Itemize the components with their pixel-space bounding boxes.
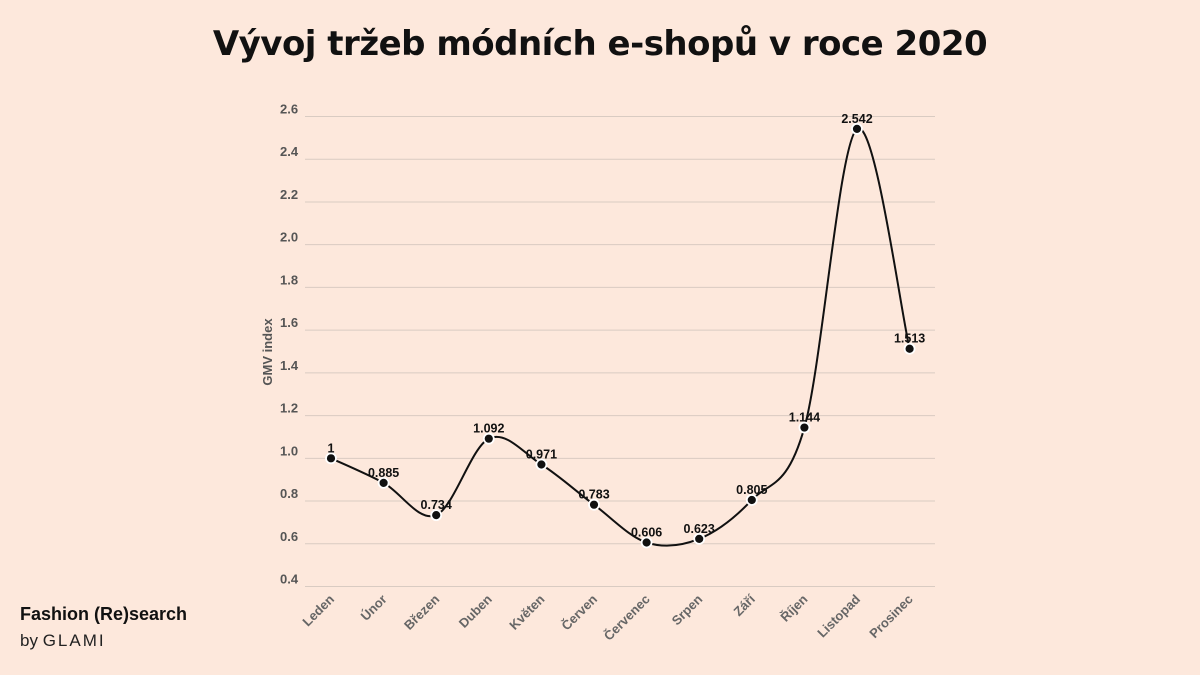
x-tick-label: Květen xyxy=(506,591,547,632)
brand-byline: by GLAMI xyxy=(20,631,187,651)
y-tick-label: 1.0 xyxy=(280,443,298,458)
chart-title: Vývoj tržeb módních e-shopů v roce 2020 xyxy=(212,24,988,64)
brand-by: by xyxy=(20,631,38,650)
data-label: 0.885 xyxy=(368,466,399,480)
x-tick-label: Srpen xyxy=(669,591,706,628)
y-tick-label: 1.2 xyxy=(280,401,298,416)
y-tick-label: 1.4 xyxy=(280,358,299,373)
y-tick-label: 2.0 xyxy=(280,230,298,245)
data-label: 2.542 xyxy=(841,112,872,126)
data-point xyxy=(377,476,390,489)
data-label: 0.734 xyxy=(421,498,452,512)
data-point xyxy=(851,122,863,135)
x-tick-label: Leden xyxy=(299,591,337,629)
brand-company: GLAMI xyxy=(42,631,106,650)
data-point xyxy=(903,342,916,355)
x-axis-ticks: Leden Únor Březen Duben Květen Červen Červenec… xyxy=(299,591,915,643)
y-axis-ticks: 0.4 0.6 0.8 1.0 1.2 1.4 1.6 1.8 2.0 2.2 2.4 2.6 xyxy=(280,102,299,587)
data-point xyxy=(745,494,758,506)
data-label: 1.092 xyxy=(473,422,504,436)
data-label: 0.971 xyxy=(526,448,557,462)
data-point xyxy=(588,498,600,511)
x-tick-label: Červenec xyxy=(601,592,653,644)
x-tick-label: Březen xyxy=(401,591,442,632)
data-point xyxy=(482,432,495,445)
data-labels: 1 0.885 0.734 1.092 0.971 0.783 0.606 0.623 0.80… xyxy=(328,112,926,540)
x-tick-label: Říjen xyxy=(777,591,810,624)
x-tick-label: Únor xyxy=(358,592,390,624)
data-point xyxy=(325,452,337,465)
y-tick-label: 1.6 xyxy=(280,315,298,330)
data-point xyxy=(693,532,706,545)
y-tick-label: 0.4 xyxy=(280,572,299,587)
brand-name: Fashion (Re)search xyxy=(20,604,188,624)
y-tick-label: 2.2 xyxy=(280,187,298,202)
x-tick-label: Duben xyxy=(456,591,495,630)
data-label: 1.513 xyxy=(894,332,925,346)
data-label: 0.805 xyxy=(736,483,767,497)
data-label: 0.606 xyxy=(631,525,662,539)
data-point xyxy=(640,536,653,549)
y-axis-label: GMV index xyxy=(260,318,275,386)
series-line xyxy=(330,127,911,547)
data-points xyxy=(325,122,916,549)
data-point xyxy=(798,421,811,434)
y-tick-label: 0.8 xyxy=(280,486,298,501)
data-label: 1 xyxy=(328,441,335,455)
data-point xyxy=(535,458,548,471)
grid-lines xyxy=(305,116,935,587)
brand-logo: Fashion (Re)search by GLAMI xyxy=(20,604,187,651)
y-tick-label: 2.4 xyxy=(280,144,299,159)
x-tick-label: Listopad xyxy=(814,591,863,640)
x-tick-label: Prosinec xyxy=(866,592,915,641)
y-tick-label: 1.8 xyxy=(280,272,298,287)
x-tick-label: Září xyxy=(730,591,758,619)
y-tick-label: 0.6 xyxy=(280,529,298,544)
y-tick-label: 2.6 xyxy=(280,102,298,117)
data-label: 0.623 xyxy=(684,522,715,536)
x-tick-label: Červen xyxy=(558,591,600,633)
data-label: 0.783 xyxy=(578,488,609,502)
data-label: 1.144 xyxy=(789,411,820,425)
data-point xyxy=(430,509,443,522)
